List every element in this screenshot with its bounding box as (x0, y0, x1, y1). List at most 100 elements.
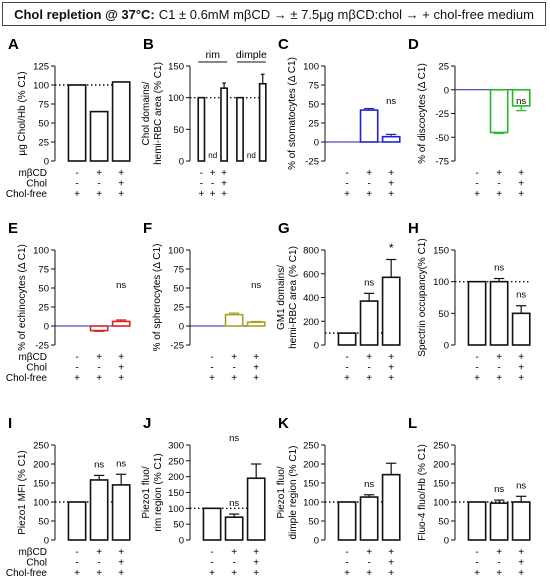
y-tick-label-j: 200 (168, 472, 184, 483)
condition-symbol-g: + (366, 373, 372, 384)
bar-a (111, 81, 131, 162)
condition-symbol-j: + (231, 547, 237, 558)
bar-g (359, 300, 379, 346)
condition-symbol-f: + (209, 373, 215, 384)
y-axis-label-j: Piezo1 fluo/ (141, 466, 152, 518)
bar-a (89, 110, 109, 162)
significance-label-l: ns (494, 484, 504, 495)
significance-label-i: ns (94, 459, 104, 470)
significance-label-g: ns (364, 277, 374, 288)
panel-letter-b: B (143, 36, 154, 53)
y-tick-label-e: 0 (44, 322, 49, 333)
condition-symbol-k: - (345, 547, 348, 558)
condition-symbol-e: + (118, 363, 124, 374)
significance-label-h: ns (516, 290, 526, 301)
condition-symbol-c: - (345, 168, 348, 179)
y-tick-label-b: 0 (179, 157, 184, 168)
condition-symbol-i: - (97, 558, 100, 569)
y-tick-label-g: 800 (303, 246, 319, 257)
bar-c (359, 109, 379, 143)
y-axis-label-i: Piezo1 MFI (% C1) (17, 450, 28, 534)
condition-symbol-g: + (388, 363, 394, 374)
panel-letter-k: K (278, 415, 289, 432)
condition-symbol-j: - (232, 558, 235, 569)
condition-symbol-h: + (474, 373, 480, 384)
condition-symbol-h: + (518, 363, 524, 374)
condition-symbol-f: - (210, 352, 213, 363)
y-tick-label-f: 0 (179, 322, 184, 333)
y-tick-label-j: 250 (168, 456, 184, 467)
condition-symbol-j: + (253, 568, 259, 579)
condition-symbol-c: + (388, 168, 394, 179)
condition-symbol-i: + (118, 568, 124, 579)
y-tick-label-j: 0 (179, 536, 184, 547)
figure-header: Chol repletion @ 37°C: C1 ± 0.6mM mβCD →… (2, 2, 546, 26)
y-tick-label-l: 250 (433, 441, 449, 452)
y-tick-label-l: 150 (433, 479, 449, 490)
y-tick-label-c: 100 (303, 62, 319, 73)
y-tick-label-k: 100 (303, 498, 319, 509)
y-tick-label-a: 100 (33, 81, 49, 92)
condition-symbol-k: - (367, 558, 370, 569)
condition-symbol-d: - (475, 168, 478, 179)
bar-h (511, 312, 531, 346)
y-tick-label-g: 0 (314, 341, 319, 352)
condition-symbol-a: + (96, 168, 102, 179)
bar-l (467, 501, 487, 541)
bar-g (337, 332, 357, 346)
condition-symbol-i: + (96, 568, 102, 579)
condition-symbol-b: + (221, 168, 227, 179)
bar-l (489, 502, 509, 541)
condition-symbol-i: - (75, 547, 78, 558)
y-tick-label-d: -25 (435, 109, 449, 120)
group-label-b: rim (205, 49, 220, 61)
condition-symbol-a: + (96, 189, 102, 200)
panel-letter-f: F (143, 220, 152, 237)
y-tick-label-f: 50 (173, 284, 184, 295)
condition-symbol-l: + (518, 547, 524, 558)
condition-symbol-d: + (518, 189, 524, 200)
significance-label-f: ns (251, 280, 261, 291)
y-axis-label-f: % of spherocytes (Δ C1) (152, 244, 163, 352)
significance-label-d: ns (516, 96, 526, 107)
y-axis-label-k: Piezo1 fluo/ (276, 466, 287, 518)
y-tick-label-k: 250 (303, 441, 319, 452)
condition-symbol-a: + (118, 189, 124, 200)
y-tick-label-f: 100 (168, 246, 184, 257)
condition-symbol-i: + (96, 547, 102, 558)
y-tick-label-i: 200 (33, 460, 49, 471)
condition-symbol-b: - (200, 168, 203, 179)
significance-label-g: * (389, 241, 394, 255)
condition-label: Chol-free (6, 568, 48, 579)
significance-label-j: ns (229, 498, 239, 509)
y-tick-label-g: 200 (303, 317, 319, 328)
condition-symbol-a: - (75, 168, 78, 179)
y-tick-label-a: 50 (38, 119, 49, 130)
condition-symbol-g: + (388, 373, 394, 384)
condition-symbol-c: + (388, 179, 394, 190)
condition-symbol-a: + (118, 168, 124, 179)
condition-symbol-f: - (232, 363, 235, 374)
y-tick-label-k: 0 (314, 536, 319, 547)
significance-label-e: ns (116, 280, 126, 291)
condition-symbol-a: + (74, 189, 80, 200)
condition-symbol-c: + (366, 168, 372, 179)
condition-symbol-k: + (366, 547, 372, 558)
condition-symbol-d: + (474, 189, 480, 200)
condition-symbol-l: + (518, 558, 524, 569)
panel-letter-l: L (408, 415, 417, 432)
condition-symbol-j: - (210, 558, 213, 569)
bar-a (67, 84, 87, 162)
condition-symbol-b: - (200, 179, 203, 190)
panel-letter-j: J (143, 415, 151, 432)
bar-i (67, 501, 87, 541)
condition-symbol-h: - (475, 363, 478, 374)
y-axis-label-c: % of stomatocytes (Δ C1) (287, 57, 298, 170)
bar-b (197, 96, 206, 162)
condition-symbol-e: - (97, 363, 100, 374)
bar-e (89, 325, 109, 332)
condition-symbol-e: + (96, 373, 102, 384)
y-tick-label-g: 400 (303, 293, 319, 304)
condition-symbol-l: - (497, 558, 500, 569)
condition-symbol-g: + (344, 373, 350, 384)
